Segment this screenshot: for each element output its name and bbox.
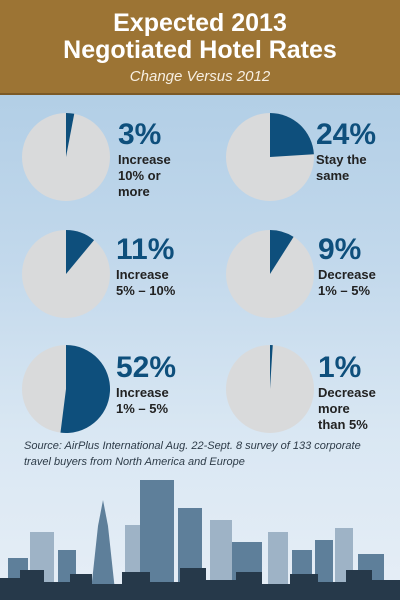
pie-slice-decrease-1-5- [270,230,294,274]
category-label: Increase 5% – 10% [116,267,176,298]
category-label: Stay the same [316,152,367,183]
page-subtitle: Change Versus 2012 [129,68,271,85]
percent-value: 24% [316,118,377,151]
pie-slice-increase-5-10- [66,230,95,274]
header-banner: Expected 2013 Negotiated Hotel Rates Cha… [0,0,400,95]
title-line-1: Expected 2013 [113,9,287,37]
pie-chart-increase-10-or-more [22,113,110,201]
skyline-front-layer [0,568,400,600]
pie-slice-increase-10-or-more [66,113,75,157]
city-skyline-illustration [0,480,400,600]
category-label: Decrease more than 5% [318,385,376,432]
percent-value: 9% [318,233,362,266]
category-label: Decrease 1% – 5% [318,267,376,298]
category-label: Increase 1% – 5% [116,385,169,416]
percent-value: 52% [116,351,177,384]
pie-chart-increase-5-10 [22,230,110,318]
pie-slice-stay-the-same [270,113,314,157]
pie-chart-decrease-more-than-5 [226,345,314,433]
source-note: Source: AirPlus International Aug. 22-Se… [24,440,361,468]
pie-chart-stay-the-same [226,113,314,201]
category-label: Increase 10% or more [118,152,171,199]
pie-chart-increase-1-5 [22,345,111,433]
pie-slice-increase-1-5- [60,345,111,433]
percent-value: 11% [116,233,175,266]
percent-value: 1% [318,351,362,384]
title-line-2: Negotiated Hotel Rates [63,36,337,64]
page-title: Expected 2013 Negotiated Hotel Rates [0,0,400,64]
pie-chart-decrease-1-5 [226,230,314,318]
percent-value: 3% [118,118,162,151]
pie-slice-decrease-more-than-5- [270,345,273,389]
